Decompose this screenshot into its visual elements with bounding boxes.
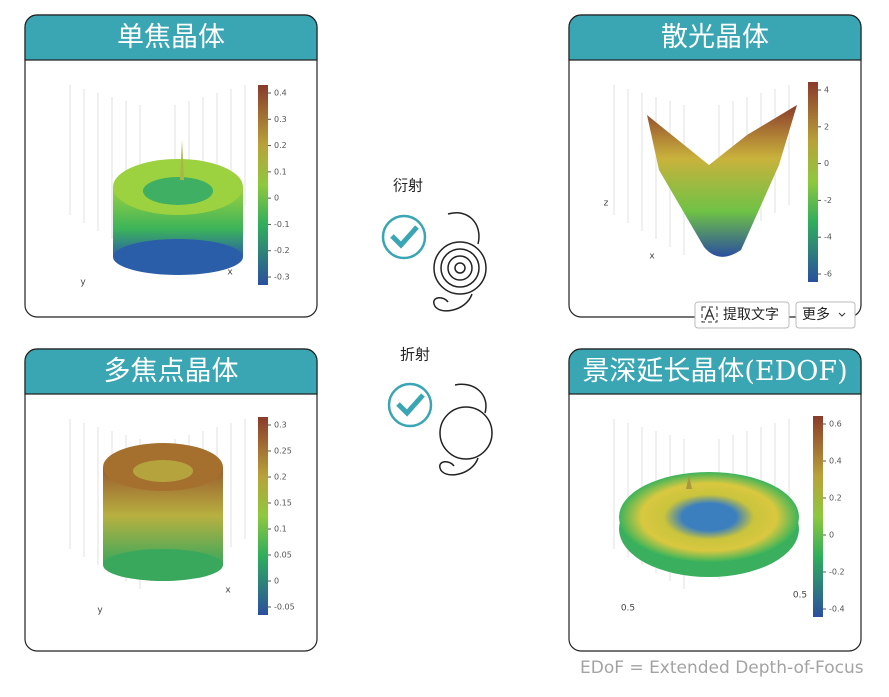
refraction-label: 折射 bbox=[400, 346, 430, 364]
colorbar-tick-label: 0 bbox=[274, 194, 279, 203]
axis-label: 0.5 bbox=[793, 591, 807, 601]
colorbar-tick-label: 0.05 bbox=[274, 551, 292, 560]
colorbar-tick-label: -2 bbox=[824, 196, 832, 205]
more-button[interactable] bbox=[795, 301, 856, 329]
axis-label: 0.5 bbox=[621, 604, 635, 614]
colorbar-tick-label: -0.2 bbox=[829, 568, 845, 577]
footnote: EDoF = Extended Depth-of-Focus bbox=[580, 658, 864, 678]
colorbar-tick-label: 0.6 bbox=[829, 420, 842, 429]
axis-label: x bbox=[227, 268, 233, 278]
colorbar-tick-label: 0.15 bbox=[274, 499, 292, 508]
refractive-icon bbox=[387, 382, 493, 476]
colorbar-tick-label: 0.25 bbox=[274, 447, 292, 456]
axis-label: x bbox=[649, 252, 655, 262]
colorbar-tick-label: 2 bbox=[824, 122, 829, 131]
panel: 单焦晶体 0.4 0.3 0.2 0.1 0 -0.1 -0.2 -0.3 x y bbox=[24, 14, 318, 318]
colorbar-tick-label: 0 bbox=[824, 159, 829, 168]
colorbar-tick-label: -4 bbox=[824, 233, 832, 242]
colorbar-tick-label: -0.3 bbox=[274, 273, 290, 282]
panel: 多焦点晶体 0.3 0.25 0.2 0.15 0.1 0.05 0 -0.05 x y bbox=[24, 348, 318, 652]
extract-text-button[interactable] bbox=[694, 301, 790, 329]
surface bbox=[133, 460, 193, 482]
colorbar-tick-label: 0.3 bbox=[274, 421, 287, 430]
axis-label: y bbox=[80, 278, 86, 288]
panel-title: 单焦晶体 bbox=[117, 22, 225, 53]
panel-title: 散光晶体 bbox=[661, 22, 769, 53]
extract-text: 提取文字 bbox=[723, 307, 779, 323]
surface bbox=[103, 549, 223, 581]
spike bbox=[180, 140, 184, 180]
colorbar-tick-label: 0.2 bbox=[274, 141, 287, 150]
colorbar-tick-label: 0.4 bbox=[829, 457, 842, 466]
colorbar-tick-label: 0.2 bbox=[829, 494, 842, 503]
colorbar bbox=[258, 417, 268, 615]
colorbar-tick-label: -0.4 bbox=[829, 605, 845, 614]
surface bbox=[143, 177, 213, 205]
colorbar bbox=[808, 82, 818, 282]
axis-label: y bbox=[97, 606, 103, 616]
diffractive-icon bbox=[381, 211, 487, 312]
colorbar bbox=[258, 85, 268, 285]
colorbar-tick-label: 0.4 bbox=[274, 89, 287, 98]
surface bbox=[619, 472, 799, 562]
diffraction-label: 衍射 bbox=[393, 177, 423, 195]
colorbar-tick-label: 0.2 bbox=[274, 473, 287, 482]
colorbar-tick-label: 0.1 bbox=[274, 167, 287, 176]
colorbar-tick-label: 0 bbox=[274, 577, 279, 586]
extract-icon bbox=[701, 306, 718, 323]
surface bbox=[113, 239, 243, 275]
card-header bbox=[568, 348, 862, 395]
colorbar-tick-label: 4 bbox=[824, 86, 829, 95]
panel-title: 景深延长晶体(EDOF) bbox=[582, 356, 847, 387]
more-text: 更多 bbox=[802, 306, 830, 323]
colorbar-tick-label: -6 bbox=[824, 270, 832, 279]
more-chevron bbox=[838, 312, 846, 317]
colorbar-tick-label: -0.1 bbox=[274, 220, 290, 229]
axis-label: x bbox=[225, 586, 231, 596]
surface bbox=[647, 105, 797, 257]
spike bbox=[686, 475, 692, 489]
colorbar-tick-label: -0.2 bbox=[274, 246, 290, 255]
card-header bbox=[24, 348, 318, 395]
axis-label: z bbox=[604, 199, 609, 209]
card-header bbox=[568, 14, 862, 61]
panel: 景深延长晶体(EDOF) 0.6 0.4 0.2 0 -0.2 -0.4 0.5 0.5 bbox=[568, 348, 862, 652]
panel: 散光晶体 4 2 0 -2 -4 -6 z x bbox=[568, 14, 862, 318]
colorbar-tick-label: -0.05 bbox=[274, 603, 295, 612]
colorbar-tick-label: 0.1 bbox=[274, 525, 287, 534]
colorbar-tick-label: 0.3 bbox=[274, 115, 287, 124]
panel-title: 多焦点晶体 bbox=[104, 356, 239, 387]
card-header bbox=[24, 14, 318, 61]
colorbar bbox=[813, 416, 823, 617]
colorbar-tick-label: 0 bbox=[829, 531, 834, 540]
extract-icon-a bbox=[704, 307, 715, 321]
